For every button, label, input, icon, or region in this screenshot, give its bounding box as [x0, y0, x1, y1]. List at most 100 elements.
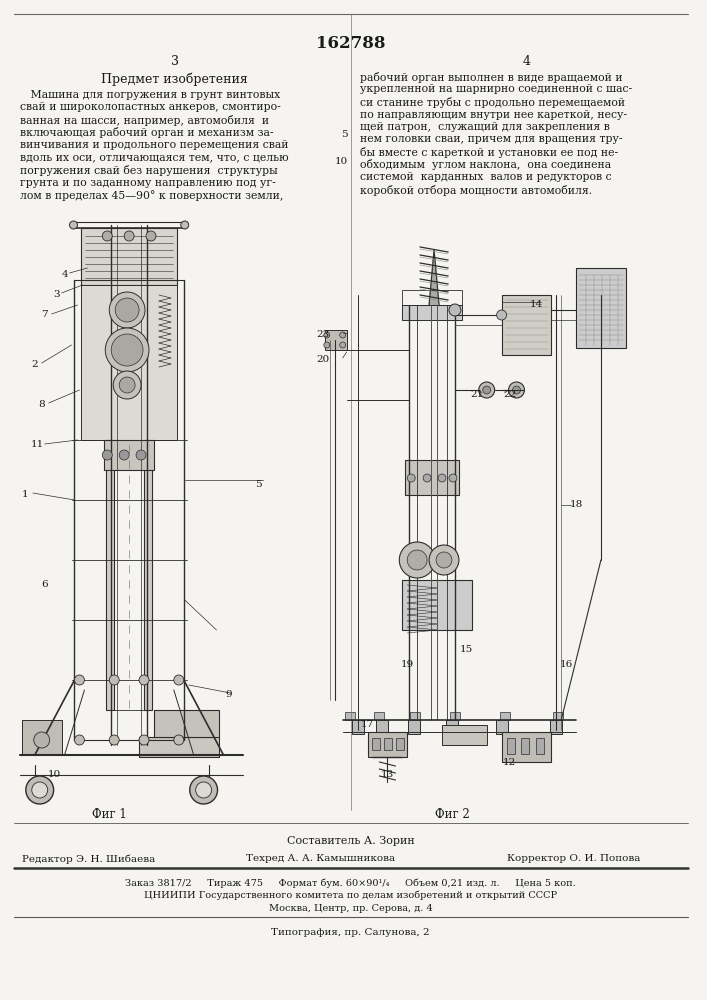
Circle shape	[111, 334, 143, 366]
Bar	[376, 720, 388, 734]
Text: 3: 3	[171, 55, 179, 68]
Circle shape	[26, 776, 54, 804]
Text: 2: 2	[31, 360, 38, 369]
Bar	[576, 268, 626, 348]
Circle shape	[189, 776, 218, 804]
Text: 4: 4	[522, 55, 530, 68]
Circle shape	[113, 371, 141, 399]
Text: 17: 17	[361, 720, 374, 729]
Text: обходимым  углом наклона,  она соединена: обходимым углом наклона, она соединена	[360, 159, 611, 170]
Circle shape	[508, 382, 525, 398]
Circle shape	[34, 732, 49, 748]
Bar	[500, 712, 510, 720]
Text: 22: 22	[503, 390, 516, 399]
Circle shape	[436, 552, 452, 568]
Bar	[105, 440, 154, 470]
Text: Заказ 3817/2     Тираж 475     Формат бум. 60×90¹/₄     Объем 0,21 изд. л.     Ц: Заказ 3817/2 Тираж 475 Формат бум. 60×90…	[125, 878, 576, 888]
Text: свай и широколопастных анкеров, смонтиро-: свай и широколопастных анкеров, смонтиро…	[20, 103, 281, 112]
Circle shape	[139, 735, 149, 745]
Bar	[368, 732, 407, 757]
Circle shape	[324, 342, 329, 348]
Bar	[375, 712, 385, 720]
Bar	[405, 460, 459, 495]
Circle shape	[483, 386, 491, 394]
Circle shape	[181, 221, 189, 229]
Circle shape	[196, 782, 211, 798]
Circle shape	[110, 292, 145, 328]
Circle shape	[32, 782, 47, 798]
Circle shape	[339, 342, 346, 348]
Circle shape	[69, 221, 78, 229]
Circle shape	[479, 382, 495, 398]
Text: 20: 20	[316, 355, 329, 364]
Text: по направляющим внутри нее кареткой, несу-: по направляющим внутри нее кареткой, нес…	[360, 109, 626, 119]
Text: Редактор Э. Н. Шибаева: Редактор Э. Н. Шибаева	[22, 854, 155, 863]
Polygon shape	[429, 250, 439, 305]
Text: коробкой отбора мощности автомобиля.: коробкой отбора мощности автомобиля.	[360, 184, 592, 196]
Text: грунта и по заданному направлению под уг-: грунта и по заданному направлению под уг…	[20, 178, 276, 188]
Bar	[351, 720, 363, 734]
Text: 15: 15	[460, 645, 474, 654]
Circle shape	[119, 377, 135, 393]
Circle shape	[119, 450, 129, 460]
Text: вдоль их оси, отличающаяся тем, что, с целью: вдоль их оси, отличающаяся тем, что, с ц…	[20, 152, 288, 162]
Text: Предмет изобретения: Предмет изобретения	[101, 72, 248, 86]
Text: ЦНИИПИ Государственного комитета по делам изобретений и открытий СССР: ЦНИИПИ Государственного комитета по дела…	[144, 891, 557, 900]
Bar	[408, 720, 420, 734]
Text: Типография, пр. Салунова, 2: Типография, пр. Салунова, 2	[271, 928, 430, 937]
Text: 13: 13	[381, 770, 394, 779]
Text: 5: 5	[341, 130, 348, 139]
Bar	[402, 580, 472, 630]
Bar	[550, 720, 562, 734]
Bar	[106, 440, 115, 710]
Text: лом в пределах 45—90° к поверхности земли,: лом в пределах 45—90° к поверхности земл…	[20, 190, 284, 201]
Text: Корректор О. И. Попова: Корректор О. И. Попова	[507, 854, 640, 863]
Bar	[139, 737, 218, 757]
Circle shape	[105, 328, 149, 372]
Circle shape	[110, 675, 119, 685]
Bar	[501, 295, 551, 355]
Bar	[537, 738, 544, 754]
Text: 19: 19	[401, 660, 414, 669]
Bar	[450, 712, 460, 720]
Circle shape	[74, 675, 84, 685]
Bar	[522, 738, 530, 754]
Circle shape	[115, 298, 139, 322]
Bar	[22, 720, 62, 755]
Circle shape	[174, 735, 184, 745]
Circle shape	[438, 474, 446, 482]
Text: укрепленной на шарнирно соединенной с шас-: укрепленной на шарнирно соединенной с ша…	[360, 85, 631, 95]
Bar	[345, 712, 355, 720]
Text: системой  карданных  валов и редукторов с: системой карданных валов и редукторов с	[360, 172, 611, 182]
Text: 162788: 162788	[316, 35, 385, 52]
Text: погружения свай без нарушения  структуры: погружения свай без нарушения структуры	[20, 165, 278, 176]
Text: 6: 6	[42, 580, 48, 589]
Circle shape	[399, 542, 435, 578]
Bar	[154, 710, 218, 737]
Circle shape	[449, 304, 461, 316]
Circle shape	[103, 450, 112, 460]
Circle shape	[429, 545, 459, 575]
Bar	[385, 738, 392, 750]
Bar	[554, 712, 563, 720]
Text: 1: 1	[21, 490, 28, 499]
Bar	[446, 720, 458, 734]
Bar	[507, 738, 515, 754]
Text: 11: 11	[31, 440, 45, 449]
Circle shape	[146, 231, 156, 241]
Text: 21: 21	[470, 390, 484, 399]
Text: 18: 18	[569, 500, 583, 509]
Text: Москва, Центр, пр. Серова, д. 4: Москва, Центр, пр. Серова, д. 4	[269, 904, 433, 913]
Bar	[81, 228, 177, 285]
Text: 14: 14	[530, 300, 543, 309]
Bar	[402, 305, 462, 320]
Bar	[373, 738, 380, 750]
Text: 5: 5	[255, 480, 262, 489]
Circle shape	[513, 386, 520, 394]
Bar	[442, 725, 486, 745]
Circle shape	[139, 675, 149, 685]
Text: Составитель А. Зорин: Составитель А. Зорин	[287, 836, 414, 846]
Bar	[81, 285, 177, 440]
Circle shape	[496, 310, 507, 320]
Text: Фиг 1: Фиг 1	[92, 808, 127, 821]
